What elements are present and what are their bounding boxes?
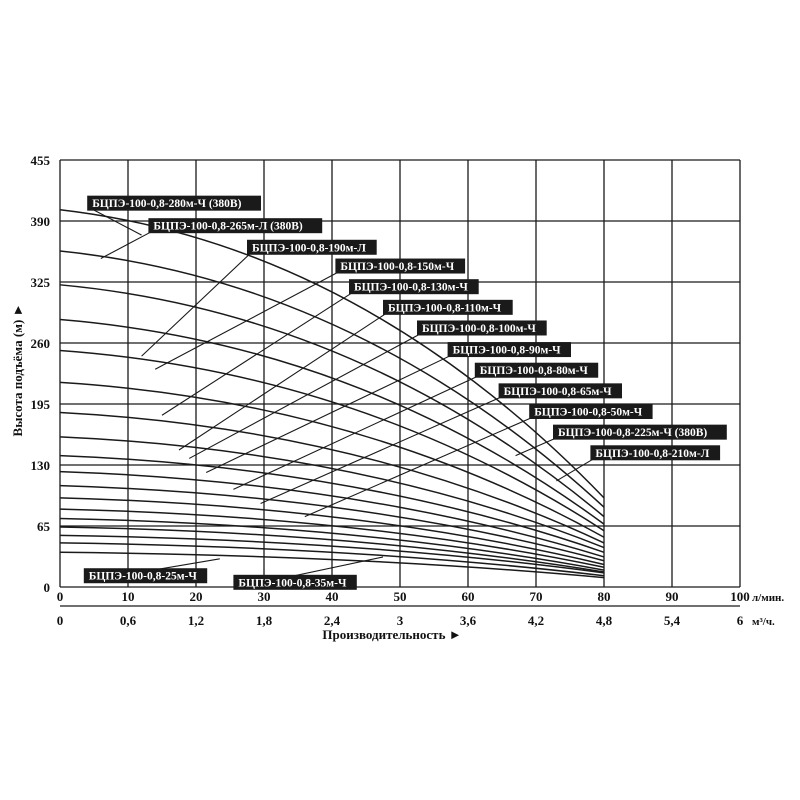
axes: Высота подъёма (м) ► Производительность … <box>10 153 784 642</box>
series-label-box <box>553 424 727 440</box>
series-label: БЦПЭ-100-0,8-225м-Ч (380В) <box>558 427 707 439</box>
series-label: БЦПЭ-100-0,8-210м-Л <box>595 448 709 460</box>
series-label: БЦПЭ-100-0,8-150м-Ч <box>340 261 454 273</box>
series-label-box <box>87 195 261 211</box>
performance-curve <box>59 470 605 558</box>
performance-curve <box>59 411 605 544</box>
x-tick-label-top: 40 <box>326 589 339 604</box>
x-tick-label-top: 0 <box>57 589 64 604</box>
performance-curve <box>59 551 605 579</box>
y-tick-label: 65 <box>37 519 51 534</box>
performance-curve <box>59 436 605 549</box>
performance-curve <box>59 208 605 499</box>
series-labels: БЦПЭ-100-0,8-280м-Ч (380В) БЦПЭ-100-0,8-2… <box>83 195 727 590</box>
series-label-box <box>417 320 547 336</box>
performance-curve <box>59 284 605 518</box>
x-tick-label-bottom: 3,6 <box>460 613 477 628</box>
series-label-box <box>335 258 466 274</box>
label-leader-line <box>90 208 142 236</box>
y-tick-label: 390 <box>31 214 51 229</box>
x-tick-label-top: 50 <box>394 589 407 604</box>
series-label-box <box>349 279 479 295</box>
label-leader-line <box>100 230 153 260</box>
series-label: БЦПЭ-100-0,8-35м-Ч <box>238 577 347 589</box>
x-tick-label-bottom: 4,2 <box>528 613 544 628</box>
x-tick-label-bottom: 6 <box>737 613 744 628</box>
y-tick-label: 0 <box>44 580 51 595</box>
series-label-box <box>529 404 653 419</box>
y-tick-label: 325 <box>31 275 51 290</box>
x-axis-label: Производительность ► <box>322 627 461 642</box>
label-leader-line <box>178 312 388 451</box>
series-label-box <box>247 239 377 255</box>
x-tick-label-top: 20 <box>190 589 203 604</box>
x-tick-label-bottom: 4,8 <box>596 613 613 628</box>
series-label-box <box>383 299 513 315</box>
x-tick-label-top: 70 <box>530 589 543 604</box>
performance-curve <box>59 534 605 574</box>
x-tick-label-bottom: 0,6 <box>120 613 137 628</box>
y-tick-label: 195 <box>31 397 51 412</box>
series-label-box <box>498 383 622 399</box>
label-leader-line <box>556 457 595 482</box>
performance-curve <box>59 497 605 566</box>
y-tick-label: 455 <box>31 153 51 168</box>
y-tick-label: 130 <box>31 458 51 473</box>
y-axis-label: Высота подъёма (м) ► <box>10 304 25 437</box>
label-leader-line <box>141 252 252 357</box>
performance-curve-unlabeled <box>59 517 605 571</box>
label-leader-line <box>154 271 340 370</box>
performance-curve-unlabeled <box>59 526 605 573</box>
series-label-box <box>148 218 323 234</box>
label-leader-line <box>304 416 534 518</box>
series-label-box <box>447 342 571 358</box>
series-label: БЦПЭ-100-0,8-130м-Ч <box>354 282 468 294</box>
x-tick-label-bottom: 1,2 <box>188 613 204 628</box>
performance-curve <box>59 318 605 525</box>
series-label-box <box>233 574 357 590</box>
series-label: БЦПЭ-100-0,8-80м-Ч <box>480 365 589 377</box>
series-label: БЦПЭ-100-0,8-100м-Ч <box>422 323 536 335</box>
performance-curve <box>59 349 605 532</box>
x-axis-unit-top: л/мин. <box>752 592 784 604</box>
series-label: БЦПЭ-100-0,8-265м-Л (380В) <box>153 221 303 233</box>
label-leader-line <box>233 375 480 490</box>
performance-curve <box>59 484 605 562</box>
performance-curve-unlabeled <box>59 542 605 577</box>
label-leader-line <box>188 332 422 459</box>
series-label-box <box>590 445 721 461</box>
x-tick-label-top: 90 <box>666 589 679 604</box>
series-label-box <box>474 362 599 378</box>
x-tick-label-bottom: 1,8 <box>256 613 273 628</box>
series-label: БЦПЭ-100-0,8-110м-Ч <box>388 302 502 314</box>
label-leader-lines <box>87 208 595 589</box>
x-tick-label-top: 30 <box>258 589 271 604</box>
x-axis-unit-bottom: м³/ч. <box>752 616 775 628</box>
series-label: БЦПЭ-100-0,8-280м-Ч (380В) <box>92 198 241 210</box>
x-tick-label-top: 10 <box>122 589 135 604</box>
label-leader-line <box>205 354 452 474</box>
x-tick-label-bottom: 3 <box>397 613 404 628</box>
label-leader-line <box>515 437 558 457</box>
performance-curve <box>59 454 605 553</box>
performance-curve <box>59 508 605 569</box>
x-tick-label-top: 80 <box>598 589 611 604</box>
x-tick-label-top: 60 <box>462 589 475 604</box>
series-label: БЦПЭ-100-0,8-65м-Ч <box>504 386 613 398</box>
performance-curve <box>59 381 605 538</box>
series-label: БЦПЭ-100-0,8-25м-Ч <box>89 571 198 583</box>
x-tick-label-bottom: 5,4 <box>664 613 681 628</box>
x-tick-label-bottom: 2,4 <box>324 613 341 628</box>
x-tick-label-top: 100 <box>730 589 750 604</box>
series-label: БЦПЭ-100-0,8-90м-Ч <box>453 345 562 357</box>
x-tick-label-bottom: 0 <box>57 613 64 628</box>
label-leader-line <box>161 291 354 416</box>
label-leader-line <box>260 395 503 504</box>
series-label: БЦПЭ-100-0,8-50м-Ч <box>534 407 643 419</box>
series-label: БЦПЭ-100-0,8-190м-Л <box>252 242 366 254</box>
y-tick-label: 260 <box>31 336 51 351</box>
series-label-box <box>83 568 208 584</box>
